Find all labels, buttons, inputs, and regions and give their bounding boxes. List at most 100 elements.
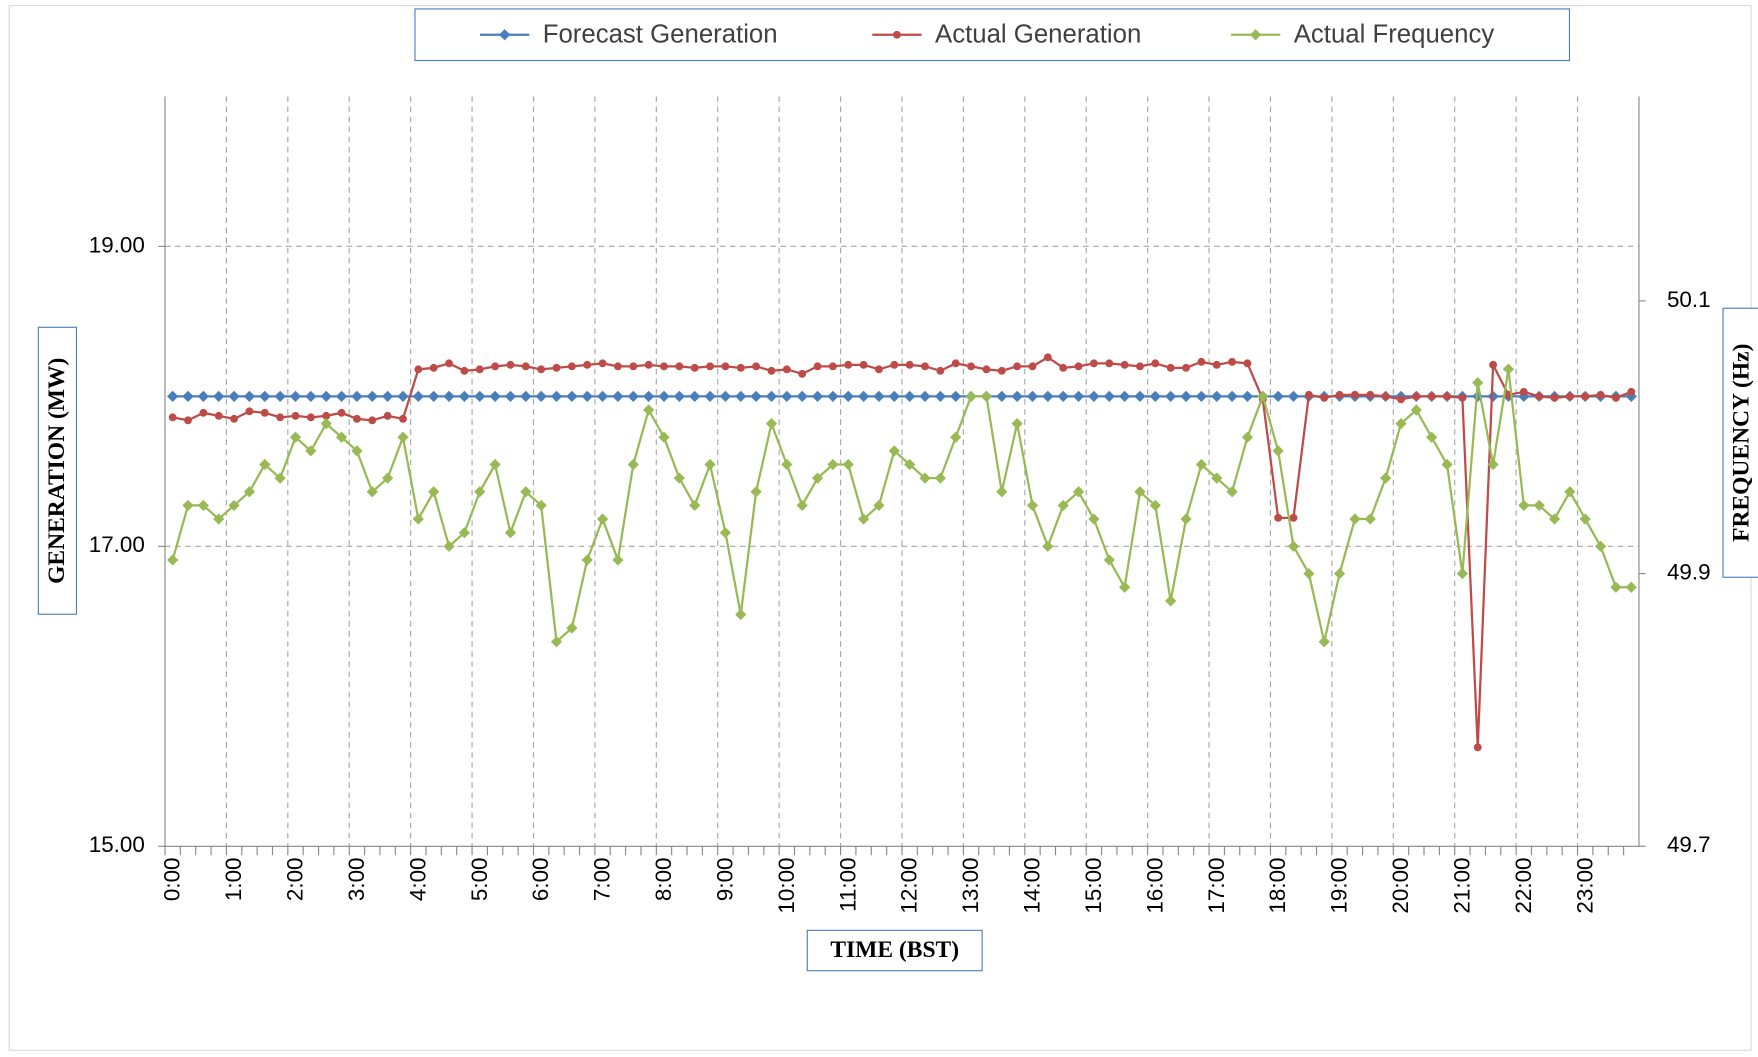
data-point (765, 418, 778, 430)
data-point (689, 499, 701, 512)
data-point (1228, 357, 1237, 366)
data-point (1594, 540, 1607, 552)
data-point (1180, 513, 1192, 525)
data-point (796, 499, 808, 512)
data-point (1535, 392, 1544, 401)
data-point (1212, 360, 1221, 369)
data-point (1304, 390, 1313, 399)
data-point (1149, 499, 1161, 512)
legend-marker (499, 29, 511, 41)
data-point (289, 431, 302, 443)
data-point (567, 362, 576, 371)
data-point (1397, 395, 1405, 404)
series-line (171, 368, 1632, 645)
data-point (228, 499, 240, 512)
legend-label: Actual Frequency (1294, 21, 1495, 49)
x-axis-title: TIME (BST) (830, 937, 959, 963)
data-point (1579, 513, 1591, 525)
data-point (612, 554, 624, 566)
y2-tick-label: 49.9 (1667, 560, 1711, 585)
data-point (1364, 513, 1376, 525)
data-point (982, 365, 991, 374)
data-point (875, 365, 883, 374)
data-point (719, 390, 732, 402)
data-point (305, 445, 317, 457)
data-point (721, 362, 730, 371)
data-point (629, 362, 638, 371)
data-point (1426, 431, 1438, 443)
data-point (857, 513, 870, 525)
data-point (1381, 392, 1390, 401)
data-point (1103, 554, 1115, 566)
data-point (1211, 472, 1223, 484)
data-point (1057, 499, 1069, 512)
data-point (1350, 390, 1359, 399)
data-point (1089, 359, 1098, 368)
y-axis-title: GENERATION (MW) (44, 358, 70, 584)
data-point (658, 431, 670, 443)
data-point (752, 362, 761, 371)
x-tick-label: 8:00 (651, 857, 676, 901)
x-tick-label: 7:00 (590, 857, 615, 901)
data-point (399, 414, 407, 423)
data-point (1502, 363, 1515, 375)
data-point (1120, 360, 1129, 369)
data-point (1074, 362, 1083, 371)
data-point (1333, 567, 1346, 580)
data-point (1289, 513, 1298, 522)
data-point (1043, 353, 1052, 362)
data-point (1243, 359, 1252, 368)
data-point (1564, 486, 1576, 498)
data-point (550, 636, 563, 648)
data-point (581, 390, 593, 402)
data-point (537, 365, 546, 374)
x-tick-label: 16:00 (1142, 857, 1167, 913)
x-title-box (806, 929, 983, 972)
chart-frame (8, 5, 1752, 1051)
data-point (1458, 393, 1467, 402)
data-point (1612, 393, 1620, 402)
data-point (1366, 390, 1375, 399)
data-point (491, 362, 500, 371)
x-tick-label: 9:00 (712, 857, 737, 901)
data-point (1443, 392, 1451, 401)
x-tick-label: 6:00 (528, 857, 553, 901)
data-point (460, 366, 469, 375)
data-point (890, 360, 899, 369)
data-point (1197, 357, 1206, 366)
data-point (767, 366, 776, 375)
data-point (736, 363, 745, 372)
data-point (445, 359, 453, 368)
data-point (675, 362, 684, 371)
data-point (1627, 387, 1636, 396)
data-point (213, 513, 225, 525)
x-tick-label: 3:00 (344, 857, 369, 901)
data-point (888, 445, 900, 457)
x-tick-label: 1:00 (221, 857, 246, 901)
x-tick-label: 11:00 (835, 857, 860, 911)
data-point (1072, 486, 1085, 498)
legend-box (414, 8, 1571, 62)
data-point (1042, 540, 1054, 552)
data-point (260, 408, 269, 417)
data-point (660, 362, 668, 371)
x-tick-label: 4:00 (405, 857, 430, 901)
data-point (1349, 513, 1361, 525)
data-point (566, 622, 578, 634)
data-point (583, 360, 592, 369)
data-point (1303, 567, 1315, 580)
legend-marker (1250, 29, 1262, 41)
data-point (182, 499, 194, 512)
data-point (1165, 595, 1177, 607)
data-point (397, 431, 409, 443)
x-tick-label: 20:00 (1388, 857, 1413, 913)
x-tick-label: 19:00 (1327, 857, 1352, 913)
data-point (996, 390, 1008, 402)
data-point (351, 445, 363, 457)
y2-title-box (1722, 307, 1758, 578)
data-point (690, 363, 699, 372)
data-point (735, 608, 747, 621)
y-tick-label: 15.00 (89, 832, 145, 857)
data-point (1427, 392, 1436, 401)
